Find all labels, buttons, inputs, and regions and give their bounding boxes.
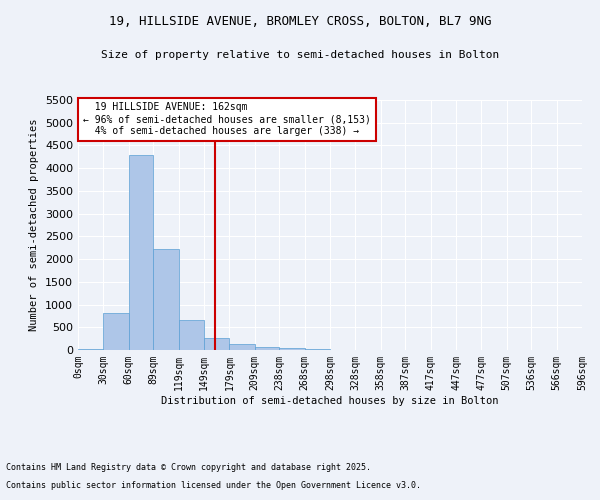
Bar	[305, 348, 330, 350]
Text: Size of property relative to semi-detached houses in Bolton: Size of property relative to semi-detach…	[101, 50, 499, 60]
Bar	[129, 154, 153, 350]
Bar	[179, 320, 204, 350]
Text: 19 HILLSIDE AVENUE: 162sqm
← 96% of semi-detached houses are smaller (8,153)
  4: 19 HILLSIDE AVENUE: 162sqm ← 96% of semi…	[83, 102, 371, 136]
Bar	[255, 346, 279, 350]
Bar	[279, 348, 305, 350]
Bar	[153, 248, 179, 350]
Bar	[229, 344, 255, 350]
Bar	[78, 348, 103, 350]
Text: Contains HM Land Registry data © Crown copyright and database right 2025.: Contains HM Land Registry data © Crown c…	[6, 464, 371, 472]
Text: Contains public sector information licensed under the Open Government Licence v3: Contains public sector information licen…	[6, 481, 421, 490]
Y-axis label: Number of semi-detached properties: Number of semi-detached properties	[29, 118, 40, 331]
Text: 19, HILLSIDE AVENUE, BROMLEY CROSS, BOLTON, BL7 9NG: 19, HILLSIDE AVENUE, BROMLEY CROSS, BOLT…	[109, 15, 491, 28]
Bar	[103, 312, 129, 350]
X-axis label: Distribution of semi-detached houses by size in Bolton: Distribution of semi-detached houses by …	[161, 396, 499, 406]
Bar	[204, 338, 229, 350]
